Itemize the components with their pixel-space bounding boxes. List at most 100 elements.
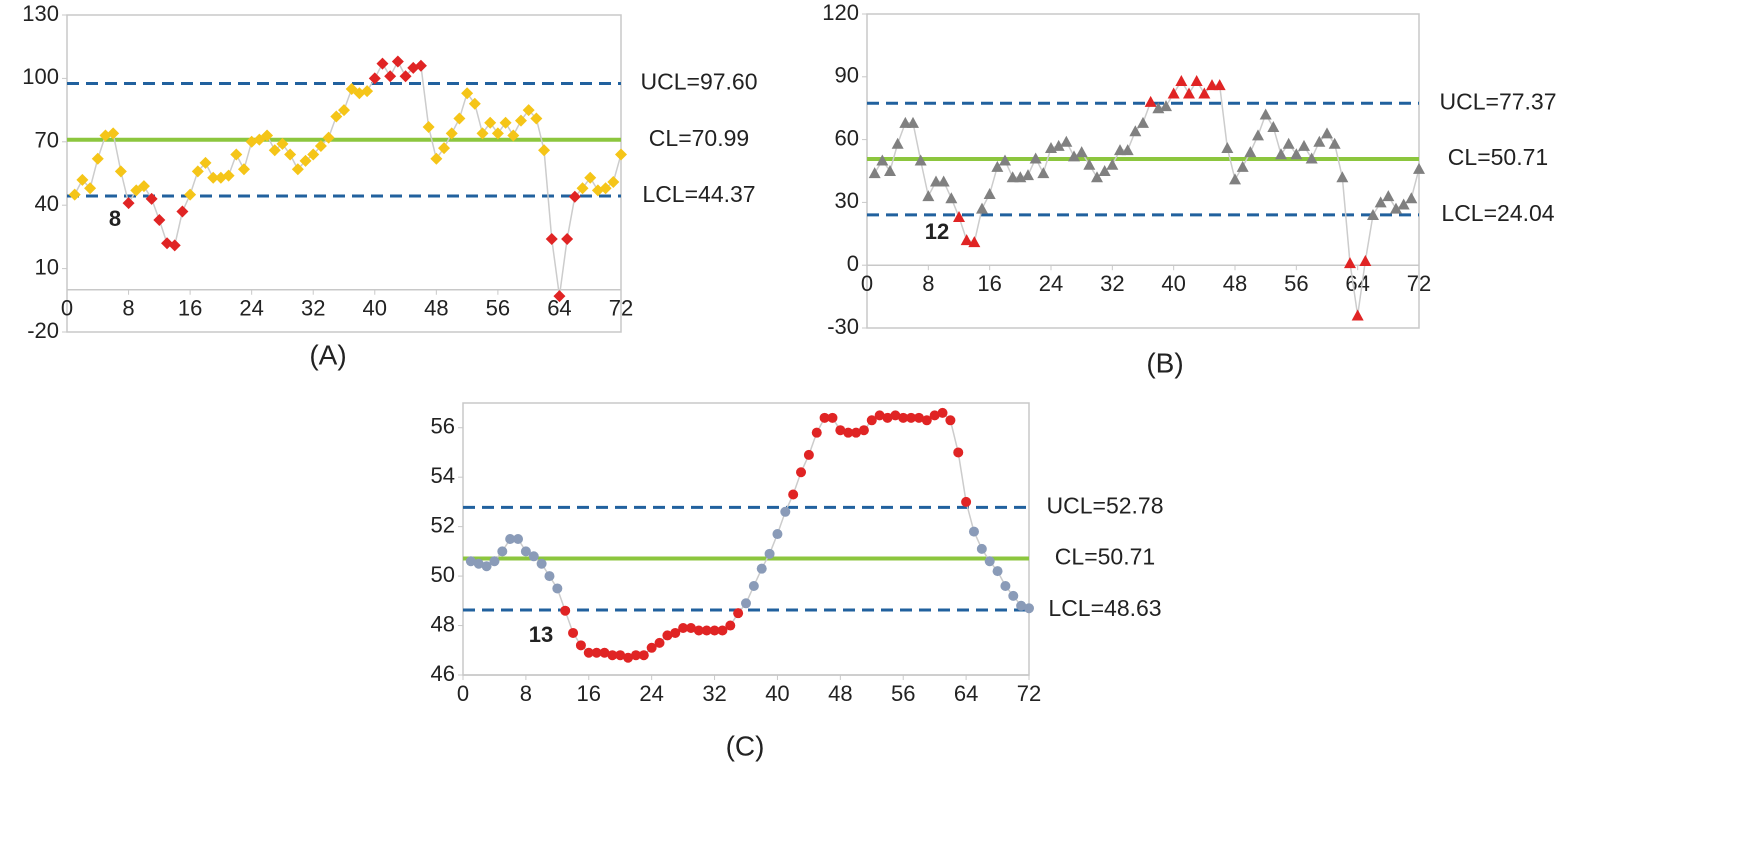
x-tick-label: 40 [1161,271,1185,296]
x-tick-label: 16 [577,681,601,706]
x-tick-label: 40 [363,296,387,321]
point [1075,146,1088,158]
point [999,154,1011,166]
point [937,175,950,187]
point [84,182,97,195]
point [522,104,535,117]
point [145,192,158,205]
point [733,608,744,619]
annotation: 12 [925,219,949,244]
point [507,129,520,142]
point [638,650,649,661]
x-tick-label: 64 [1345,271,1369,296]
point [725,620,736,631]
point [884,165,896,176]
point [748,580,759,591]
point [461,87,474,100]
point [122,197,135,210]
point [322,131,335,144]
y-tick-label: 0 [847,251,859,276]
point [361,85,374,98]
point [1213,79,1226,91]
y-tick-label: 90 [835,63,859,88]
point [576,182,589,195]
point [890,410,901,421]
point [701,625,712,636]
x-tick-label: 56 [486,296,510,321]
point [623,652,634,663]
point [438,142,451,155]
point [191,165,204,178]
point [945,192,958,204]
point [654,637,665,648]
point [780,506,791,517]
point [1290,148,1303,160]
point [176,205,189,218]
point [1006,171,1019,183]
point [976,543,987,554]
x-tick-label: 32 [301,296,325,321]
x-tick-label: 48 [424,296,448,321]
control-label: CL=50.71 [1055,544,1155,570]
plot-frame [66,14,622,333]
x-tick-label: 32 [1100,271,1124,296]
point [199,156,212,169]
control-label: UCL=97.60 [641,69,758,95]
y-tick-label: 56 [431,414,455,439]
point [91,152,104,165]
point [76,173,89,186]
y-tick-label: 50 [431,562,455,587]
point [591,647,602,658]
point [891,137,904,149]
point [445,127,458,140]
y-tick-label: 120 [822,0,859,25]
point [1129,125,1142,137]
point [68,188,81,201]
y-tick-label: 10 [35,254,59,279]
point [268,144,281,157]
y-tick-label: -30 [827,314,859,339]
point [376,57,389,70]
point [709,625,720,636]
point [1144,95,1157,107]
point [1321,127,1333,139]
point [1121,144,1134,156]
point [922,190,935,202]
point [811,427,822,438]
y-tick-label: 70 [35,128,59,153]
point [520,546,531,557]
point [914,154,927,166]
point [929,410,940,421]
point [907,116,919,128]
point [476,127,489,140]
x-tick-label: 64 [954,681,978,706]
point [984,556,995,567]
point [491,127,504,140]
series-line [874,79,1420,316]
point [876,154,889,166]
point [237,163,250,176]
point [114,165,127,178]
point [1022,169,1034,181]
point [670,627,681,638]
point [568,190,581,203]
point [1008,590,1019,601]
y-tick-label: 54 [431,463,455,488]
point [827,412,838,423]
point [607,650,618,661]
point [338,104,350,117]
x-tick-label: 48 [1223,271,1247,296]
x-tick-label: 56 [1284,271,1308,296]
point [899,116,912,128]
x-tick-label: 8 [122,296,134,321]
point [473,558,484,569]
point [307,148,320,161]
x-tick-label: 56 [891,681,915,706]
y-tick-label: 52 [431,512,455,537]
point [866,415,877,426]
point [991,160,1004,172]
x-tick-label: 32 [702,681,726,706]
x-tick-label: 40 [765,681,789,706]
point [314,140,327,153]
y-tick-label: -20 [27,318,59,343]
